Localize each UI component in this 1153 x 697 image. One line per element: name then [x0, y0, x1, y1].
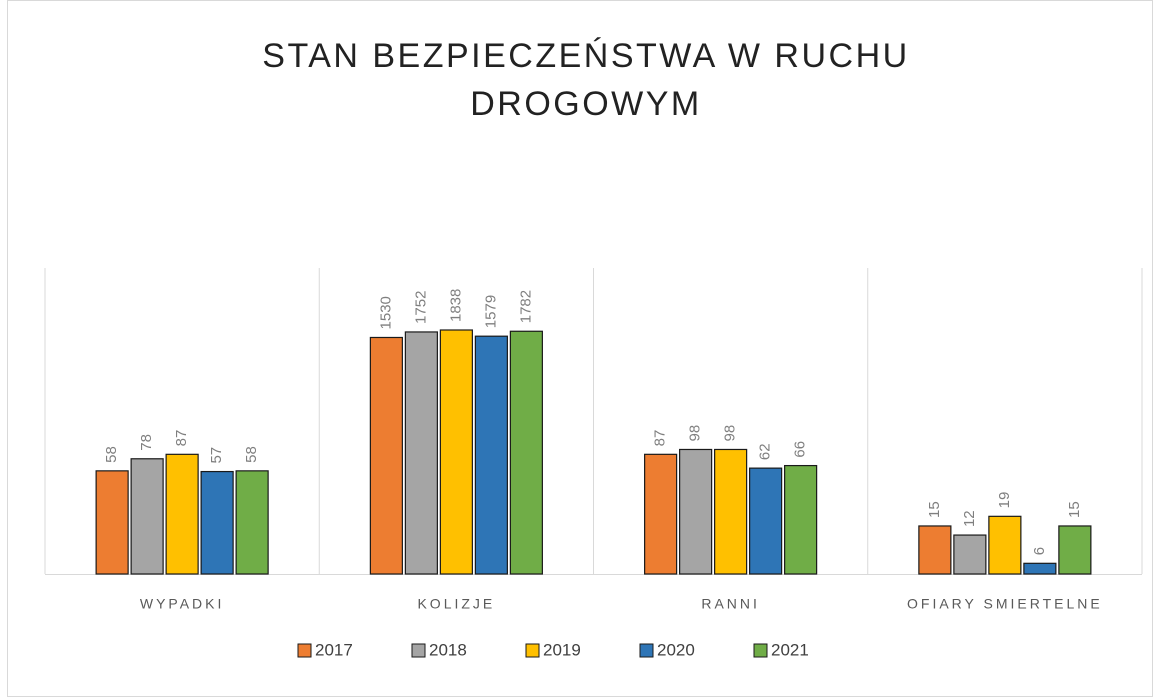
- data-label: 1579: [482, 295, 499, 328]
- legend-label: 2020: [657, 640, 695, 659]
- bar: [404, 331, 438, 575]
- x-tick-label: RANNI: [701, 596, 760, 612]
- x-tick-label: WYPADKI: [140, 596, 225, 612]
- bar: [918, 525, 952, 575]
- data-label: 62: [757, 443, 774, 460]
- legend-swatch: [411, 643, 426, 658]
- legend-swatch: [525, 643, 540, 658]
- legend-label: 2018: [429, 640, 467, 659]
- data-label: 1752: [412, 291, 429, 324]
- x-tick-label: OFIARY SMIERTELNE: [907, 596, 1103, 612]
- data-label: 1530: [377, 296, 394, 329]
- bar: [130, 458, 164, 575]
- bar: [200, 470, 234, 575]
- bar: [369, 336, 403, 575]
- bar: [784, 464, 818, 575]
- bar: [714, 448, 748, 575]
- legend-swatch: [297, 643, 312, 658]
- legend-swatch: [753, 643, 768, 658]
- legend-label: 2019: [543, 640, 581, 659]
- bar: [439, 329, 473, 575]
- bar: [1023, 562, 1057, 575]
- chart-title: STAN BEZPIECZEŃSTWA W RUCHU DROGOWYM: [262, 37, 910, 123]
- data-label: 6: [1031, 547, 1048, 555]
- data-label: 19: [996, 492, 1013, 509]
- legend-label: 2017: [315, 640, 353, 659]
- legend-label: 2021: [771, 640, 809, 659]
- bar: [474, 335, 508, 575]
- x-tick-label: KOLIZJE: [417, 596, 495, 612]
- bar: [509, 330, 543, 575]
- bar: [749, 467, 783, 575]
- bar: [953, 534, 987, 575]
- bar: [988, 515, 1022, 575]
- data-label: 15: [926, 501, 943, 518]
- data-label: 87: [173, 430, 190, 447]
- data-label: 12: [961, 510, 978, 527]
- bar: [644, 453, 678, 575]
- data-label: 58: [243, 446, 260, 463]
- legend-swatch: [639, 643, 654, 658]
- bar: [165, 453, 199, 575]
- data-label: 58: [103, 446, 120, 463]
- data-label: 66: [792, 441, 809, 458]
- data-label: 98: [687, 425, 704, 442]
- data-label: 1838: [447, 289, 464, 322]
- bar: [1058, 525, 1092, 575]
- data-label: 1782: [517, 290, 534, 323]
- data-label: 57: [208, 447, 225, 464]
- data-label: 87: [652, 430, 669, 447]
- data-label: 78: [138, 434, 155, 451]
- bar: [679, 448, 713, 575]
- bar: [235, 470, 269, 575]
- bar: [95, 470, 129, 575]
- data-label: 15: [1066, 501, 1083, 518]
- data-label: 98: [722, 425, 739, 442]
